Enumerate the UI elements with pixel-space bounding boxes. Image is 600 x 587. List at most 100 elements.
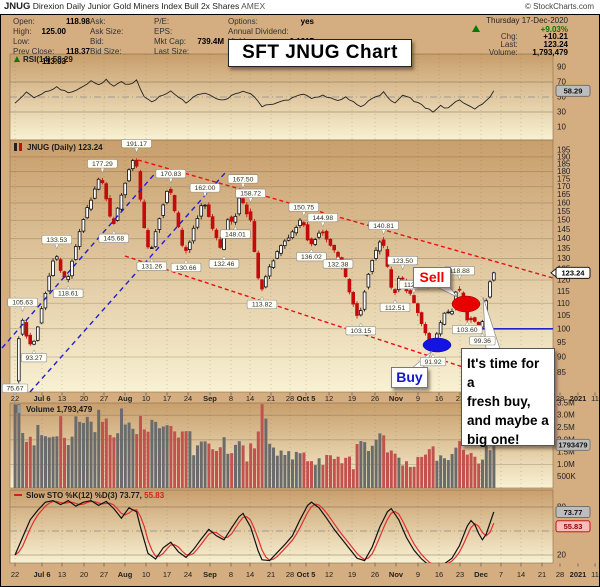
svg-text:190: 190 — [557, 152, 571, 161]
svg-text:11: 11 — [591, 394, 599, 403]
svg-text:16: 16 — [435, 394, 443, 403]
svg-text:180: 180 — [557, 167, 571, 176]
copyright: © StockCharts.com — [524, 2, 594, 11]
sell-annotation-label: Sell — [413, 267, 451, 288]
svg-text:27: 27 — [100, 570, 108, 579]
chart-title-overlay: SFT JNUG Chart — [228, 39, 412, 67]
svg-text:140: 140 — [557, 234, 571, 243]
svg-text:150.75: 150.75 — [293, 204, 314, 211]
svg-text:23: 23 — [456, 570, 464, 579]
svg-text:136.02: 136.02 — [301, 254, 322, 261]
svg-text:148.01: 148.01 — [225, 231, 246, 238]
svg-text:Dec: Dec — [474, 570, 488, 579]
last-row: Last: 123.24 — [438, 39, 568, 49]
svg-text:118.61: 118.61 — [58, 291, 79, 298]
svg-text:14: 14 — [246, 394, 254, 403]
svg-text:Aug: Aug — [118, 394, 133, 403]
svg-text:50: 50 — [557, 93, 566, 102]
svg-text:13: 13 — [58, 570, 66, 579]
svg-text:28: 28 — [556, 394, 564, 403]
svg-text:85: 85 — [557, 368, 566, 377]
percent-change-row: +9.03% — [438, 25, 568, 33]
svg-text:155: 155 — [557, 207, 571, 216]
svg-text:103.60: 103.60 — [457, 327, 478, 334]
volume-value: 1,793,479 — [532, 47, 568, 57]
svg-text:500K: 500K — [557, 472, 576, 481]
svg-text:1.5M: 1.5M — [557, 448, 575, 457]
svg-text:19: 19 — [348, 394, 356, 403]
svg-text:20: 20 — [557, 551, 566, 560]
candlestick-icon — [14, 143, 17, 151]
svg-text:3.0M: 3.0M — [557, 411, 575, 420]
svg-text:10: 10 — [557, 123, 566, 132]
svg-text:135: 135 — [557, 244, 571, 253]
chg-label: Chg: — [500, 31, 518, 41]
svg-text:20: 20 — [80, 570, 88, 579]
volume-bars-icon — [14, 405, 17, 413]
svg-text:Oct 5: Oct 5 — [297, 394, 316, 403]
svg-text:73.77: 73.77 — [564, 508, 583, 517]
svg-text:91.92: 91.92 — [424, 359, 441, 366]
svg-text:132.46: 132.46 — [214, 261, 235, 268]
svg-text:11: 11 — [591, 570, 599, 579]
svg-text:95: 95 — [557, 338, 566, 347]
svg-text:105.63: 105.63 — [12, 300, 33, 307]
svg-text:Nov: Nov — [389, 394, 404, 403]
quote-field: Prev Close: 113.03 — [13, 46, 66, 66]
note-line: It's time for a — [467, 356, 540, 390]
price-panel-label: JNUG (Daily) 123.24 — [14, 143, 103, 152]
svg-text:165: 165 — [557, 190, 571, 199]
svg-text:17: 17 — [163, 394, 171, 403]
svg-text:13: 13 — [58, 394, 66, 403]
svg-text:22: 22 — [11, 570, 19, 579]
svg-text:22: 22 — [11, 394, 19, 403]
svg-text:130.66: 130.66 — [176, 265, 197, 272]
svg-text:115: 115 — [557, 287, 570, 296]
volume-label-value: 1,793,479 — [56, 405, 93, 414]
svg-text:1.0M: 1.0M — [557, 460, 575, 469]
last-label: Last: — [500, 39, 518, 49]
svg-text:162.00: 162.00 — [195, 185, 216, 192]
quote-column: Open: 118.98 High: 125.00 Low: 118.37 Prev Clo… — [13, 17, 90, 66]
svg-text:21: 21 — [538, 570, 546, 579]
svg-text:132.38: 132.38 — [328, 261, 349, 268]
quote-field: Last Size: — [154, 46, 190, 56]
svg-text:113.82: 113.82 — [252, 302, 273, 309]
chart-title-row: JNUG Direxion Daily Junior Gold Miners I… — [4, 1, 596, 13]
quote-field: Open: 118.98 — [13, 17, 90, 26]
svg-text:105: 105 — [557, 311, 571, 320]
svg-text:90: 90 — [557, 63, 566, 72]
svg-text:8: 8 — [229, 394, 233, 403]
svg-text:14: 14 — [517, 570, 525, 579]
price-label-value: 123.24 — [78, 143, 103, 152]
svg-text:28: 28 — [556, 570, 564, 579]
svg-text:123.24: 123.24 — [562, 269, 586, 278]
volume-panel-label: Volume 1,793,479 — [14, 405, 92, 414]
svg-text:177.29: 177.29 — [92, 161, 113, 168]
svg-text:167.50: 167.50 — [233, 176, 254, 183]
quote-column: P/E: EPS: Mkt Cap: 739.4M Last Size: — [154, 17, 224, 57]
svg-text:17: 17 — [163, 570, 171, 579]
svg-text:130: 130 — [557, 254, 571, 263]
ticker-exchange: AMEX — [241, 1, 266, 11]
svg-text:55.83: 55.83 — [564, 522, 583, 531]
svg-text:20: 20 — [80, 394, 88, 403]
percent-change: +9.03% — [540, 25, 568, 34]
svg-text:158.72: 158.72 — [240, 191, 261, 198]
svg-text:10: 10 — [142, 570, 150, 579]
note-line: fresh buy, — [467, 394, 531, 409]
chg-row: Chg: +10.21 — [438, 31, 568, 41]
svg-text:21: 21 — [267, 394, 275, 403]
quote-field: High: 125.00 — [13, 26, 66, 36]
ticker-symbol: JNUG — [4, 1, 31, 12]
svg-text:144.98: 144.98 — [312, 215, 333, 222]
svg-text:195: 195 — [557, 146, 571, 155]
svg-text:Sep: Sep — [203, 570, 217, 579]
quote-field: Ask Size: — [90, 26, 124, 36]
volume-row: Volume: 1,793,479 — [438, 47, 568, 57]
svg-text:Jul 6: Jul 6 — [33, 570, 50, 579]
quote-field: Annual Dividend:0.1217 — [228, 26, 314, 46]
svg-text:24: 24 — [184, 570, 192, 579]
chg-value: +10.21 — [543, 31, 568, 41]
